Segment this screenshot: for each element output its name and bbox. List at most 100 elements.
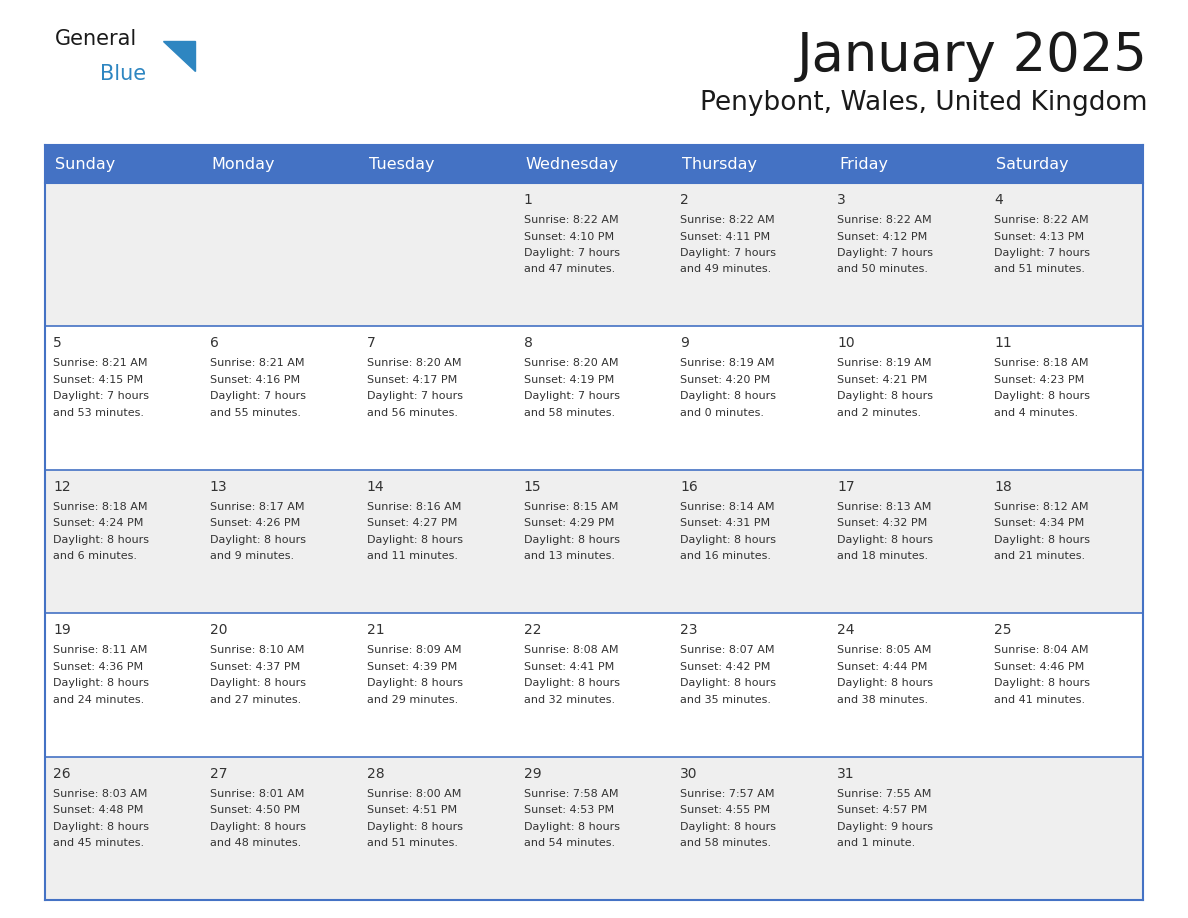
Text: Daylight: 7 hours: Daylight: 7 hours	[53, 391, 148, 401]
Text: Sunset: 4:55 PM: Sunset: 4:55 PM	[681, 805, 771, 815]
Text: 12: 12	[53, 480, 70, 494]
Text: 1: 1	[524, 193, 532, 207]
Text: Monday: Monday	[211, 156, 276, 172]
Text: Thursday: Thursday	[682, 156, 758, 172]
Text: Daylight: 8 hours: Daylight: 8 hours	[994, 535, 1091, 544]
Text: Daylight: 7 hours: Daylight: 7 hours	[524, 248, 620, 258]
Text: 5: 5	[53, 336, 62, 351]
FancyBboxPatch shape	[45, 183, 1143, 327]
Text: Sunrise: 8:22 AM: Sunrise: 8:22 AM	[838, 215, 931, 225]
Text: and 2 minutes.: and 2 minutes.	[838, 408, 922, 418]
Text: and 4 minutes.: and 4 minutes.	[994, 408, 1079, 418]
Text: Friday: Friday	[839, 156, 889, 172]
Text: Daylight: 8 hours: Daylight: 8 hours	[210, 678, 305, 688]
Text: Daylight: 8 hours: Daylight: 8 hours	[681, 535, 777, 544]
Text: and 47 minutes.: and 47 minutes.	[524, 264, 615, 274]
Text: Sunset: 4:51 PM: Sunset: 4:51 PM	[367, 805, 457, 815]
Text: Sunrise: 8:08 AM: Sunrise: 8:08 AM	[524, 645, 618, 655]
Text: Sunset: 4:29 PM: Sunset: 4:29 PM	[524, 519, 614, 528]
Text: Sunset: 4:23 PM: Sunset: 4:23 PM	[994, 375, 1085, 385]
Text: Sunset: 4:15 PM: Sunset: 4:15 PM	[53, 375, 143, 385]
Text: Daylight: 8 hours: Daylight: 8 hours	[524, 822, 620, 832]
Text: and 6 minutes.: and 6 minutes.	[53, 552, 137, 561]
Text: and 51 minutes.: and 51 minutes.	[367, 838, 457, 848]
Text: Sunrise: 8:19 AM: Sunrise: 8:19 AM	[838, 358, 931, 368]
Text: and 21 minutes.: and 21 minutes.	[994, 552, 1086, 561]
Text: Sunrise: 8:01 AM: Sunrise: 8:01 AM	[210, 789, 304, 799]
Text: Sunrise: 8:14 AM: Sunrise: 8:14 AM	[681, 502, 775, 512]
Text: and 1 minute.: and 1 minute.	[838, 838, 916, 848]
Text: Daylight: 7 hours: Daylight: 7 hours	[681, 248, 777, 258]
Text: 27: 27	[210, 767, 227, 780]
Text: Sunrise: 8:22 AM: Sunrise: 8:22 AM	[524, 215, 618, 225]
Text: 29: 29	[524, 767, 542, 780]
Text: Sunset: 4:26 PM: Sunset: 4:26 PM	[210, 519, 301, 528]
FancyBboxPatch shape	[45, 756, 1143, 900]
Text: Sunset: 4:11 PM: Sunset: 4:11 PM	[681, 231, 771, 241]
Text: Sunrise: 8:16 AM: Sunrise: 8:16 AM	[367, 502, 461, 512]
Text: Daylight: 7 hours: Daylight: 7 hours	[838, 248, 934, 258]
Text: Sunset: 4:36 PM: Sunset: 4:36 PM	[53, 662, 143, 672]
Text: and 41 minutes.: and 41 minutes.	[994, 695, 1086, 705]
Text: Sunset: 4:34 PM: Sunset: 4:34 PM	[994, 519, 1085, 528]
Text: 6: 6	[210, 336, 219, 351]
Text: 25: 25	[994, 623, 1012, 637]
Text: 9: 9	[681, 336, 689, 351]
Text: and 29 minutes.: and 29 minutes.	[367, 695, 457, 705]
Text: 24: 24	[838, 623, 855, 637]
Text: Daylight: 8 hours: Daylight: 8 hours	[210, 535, 305, 544]
Text: and 49 minutes.: and 49 minutes.	[681, 264, 772, 274]
Text: 28: 28	[367, 767, 385, 780]
Text: Blue: Blue	[100, 64, 146, 84]
Text: and 58 minutes.: and 58 minutes.	[524, 408, 614, 418]
Text: Sunrise: 8:11 AM: Sunrise: 8:11 AM	[53, 645, 147, 655]
Text: and 16 minutes.: and 16 minutes.	[681, 552, 771, 561]
Text: and 51 minutes.: and 51 minutes.	[994, 264, 1085, 274]
Text: Sunset: 4:39 PM: Sunset: 4:39 PM	[367, 662, 457, 672]
Text: Sunset: 4:17 PM: Sunset: 4:17 PM	[367, 375, 457, 385]
Text: and 9 minutes.: and 9 minutes.	[210, 552, 293, 561]
Text: Daylight: 8 hours: Daylight: 8 hours	[524, 678, 620, 688]
Text: Sunrise: 8:04 AM: Sunrise: 8:04 AM	[994, 645, 1088, 655]
Text: Sunset: 4:42 PM: Sunset: 4:42 PM	[681, 662, 771, 672]
FancyBboxPatch shape	[45, 145, 1143, 183]
Text: and 0 minutes.: and 0 minutes.	[681, 408, 764, 418]
Text: Sunset: 4:21 PM: Sunset: 4:21 PM	[838, 375, 928, 385]
Text: Daylight: 8 hours: Daylight: 8 hours	[994, 391, 1091, 401]
Text: Sunrise: 8:21 AM: Sunrise: 8:21 AM	[53, 358, 147, 368]
Text: 19: 19	[53, 623, 71, 637]
Text: Penybont, Wales, United Kingdom: Penybont, Wales, United Kingdom	[701, 90, 1148, 116]
Text: 10: 10	[838, 336, 855, 351]
Polygon shape	[163, 41, 195, 71]
Text: Sunrise: 8:17 AM: Sunrise: 8:17 AM	[210, 502, 304, 512]
Text: Sunset: 4:53 PM: Sunset: 4:53 PM	[524, 805, 614, 815]
Text: Sunrise: 8:18 AM: Sunrise: 8:18 AM	[994, 358, 1088, 368]
Text: Sunset: 4:31 PM: Sunset: 4:31 PM	[681, 519, 771, 528]
Text: and 56 minutes.: and 56 minutes.	[367, 408, 457, 418]
Text: Sunset: 4:57 PM: Sunset: 4:57 PM	[838, 805, 928, 815]
Text: Sunset: 4:19 PM: Sunset: 4:19 PM	[524, 375, 614, 385]
Text: and 55 minutes.: and 55 minutes.	[210, 408, 301, 418]
Text: Sunset: 4:10 PM: Sunset: 4:10 PM	[524, 231, 614, 241]
Text: 13: 13	[210, 480, 227, 494]
Text: 3: 3	[838, 193, 846, 207]
Text: and 13 minutes.: and 13 minutes.	[524, 552, 614, 561]
FancyBboxPatch shape	[45, 470, 1143, 613]
Text: Sunset: 4:41 PM: Sunset: 4:41 PM	[524, 662, 614, 672]
Text: 21: 21	[367, 623, 385, 637]
Text: 4: 4	[994, 193, 1003, 207]
Text: Daylight: 8 hours: Daylight: 8 hours	[838, 391, 934, 401]
Text: Daylight: 8 hours: Daylight: 8 hours	[524, 535, 620, 544]
Text: 11: 11	[994, 336, 1012, 351]
Text: Sunset: 4:32 PM: Sunset: 4:32 PM	[838, 519, 928, 528]
Text: Daylight: 8 hours: Daylight: 8 hours	[681, 391, 777, 401]
Text: Daylight: 8 hours: Daylight: 8 hours	[681, 822, 777, 832]
Text: Sunrise: 8:10 AM: Sunrise: 8:10 AM	[210, 645, 304, 655]
Text: Sunrise: 7:55 AM: Sunrise: 7:55 AM	[838, 789, 931, 799]
Text: Tuesday: Tuesday	[368, 156, 435, 172]
Text: Daylight: 8 hours: Daylight: 8 hours	[367, 535, 462, 544]
Text: 2: 2	[681, 193, 689, 207]
Text: Sunset: 4:24 PM: Sunset: 4:24 PM	[53, 519, 144, 528]
Text: and 18 minutes.: and 18 minutes.	[838, 552, 928, 561]
Text: Sunrise: 8:20 AM: Sunrise: 8:20 AM	[367, 358, 461, 368]
